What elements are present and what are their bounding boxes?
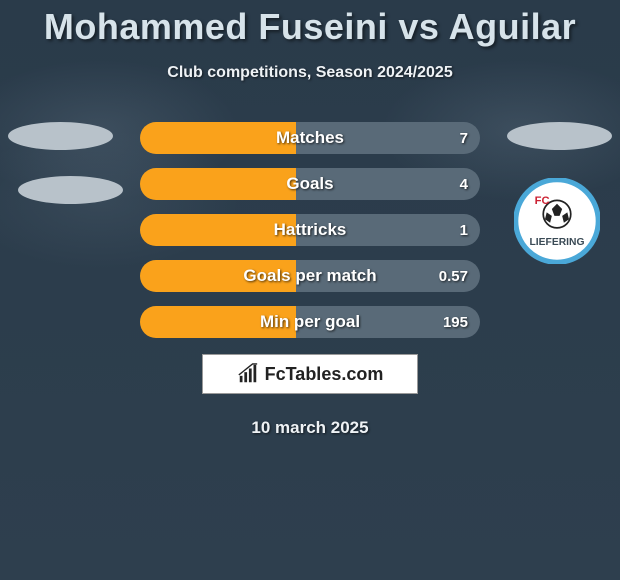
- bar-row: Min per goal195: [140, 306, 480, 338]
- bar-label: Goals per match: [140, 260, 480, 292]
- comparison-chart: Matches7 Goals4 Hattricks1 Goals per match0…: [0, 122, 620, 338]
- page-title: Mohammed Fuseini vs Aguilar: [0, 0, 620, 48]
- bar-value-right: 4: [460, 168, 468, 200]
- bar-row: Goals per match0.57: [140, 260, 480, 292]
- bar-value-right: 195: [443, 306, 468, 338]
- bar-value-right: 7: [460, 122, 468, 154]
- bar-label: Hattricks: [140, 214, 480, 246]
- date-line: 10 march 2025: [0, 418, 620, 438]
- bar-value-right: 0.57: [439, 260, 468, 292]
- brand-box: FcTables.com: [202, 354, 418, 394]
- bar-label: Min per goal: [140, 306, 480, 338]
- bar-value-right: 1: [460, 214, 468, 246]
- bar-label: Goals: [140, 168, 480, 200]
- brand-text: FcTables.com: [265, 364, 384, 385]
- bar-row: Hattricks1: [140, 214, 480, 246]
- subtitle: Club competitions, Season 2024/2025: [0, 64, 620, 82]
- bar-label: Matches: [140, 122, 480, 154]
- bar-chart-icon: [237, 363, 259, 385]
- bar-row: Matches7: [140, 122, 480, 154]
- bar-row: Goals4: [140, 168, 480, 200]
